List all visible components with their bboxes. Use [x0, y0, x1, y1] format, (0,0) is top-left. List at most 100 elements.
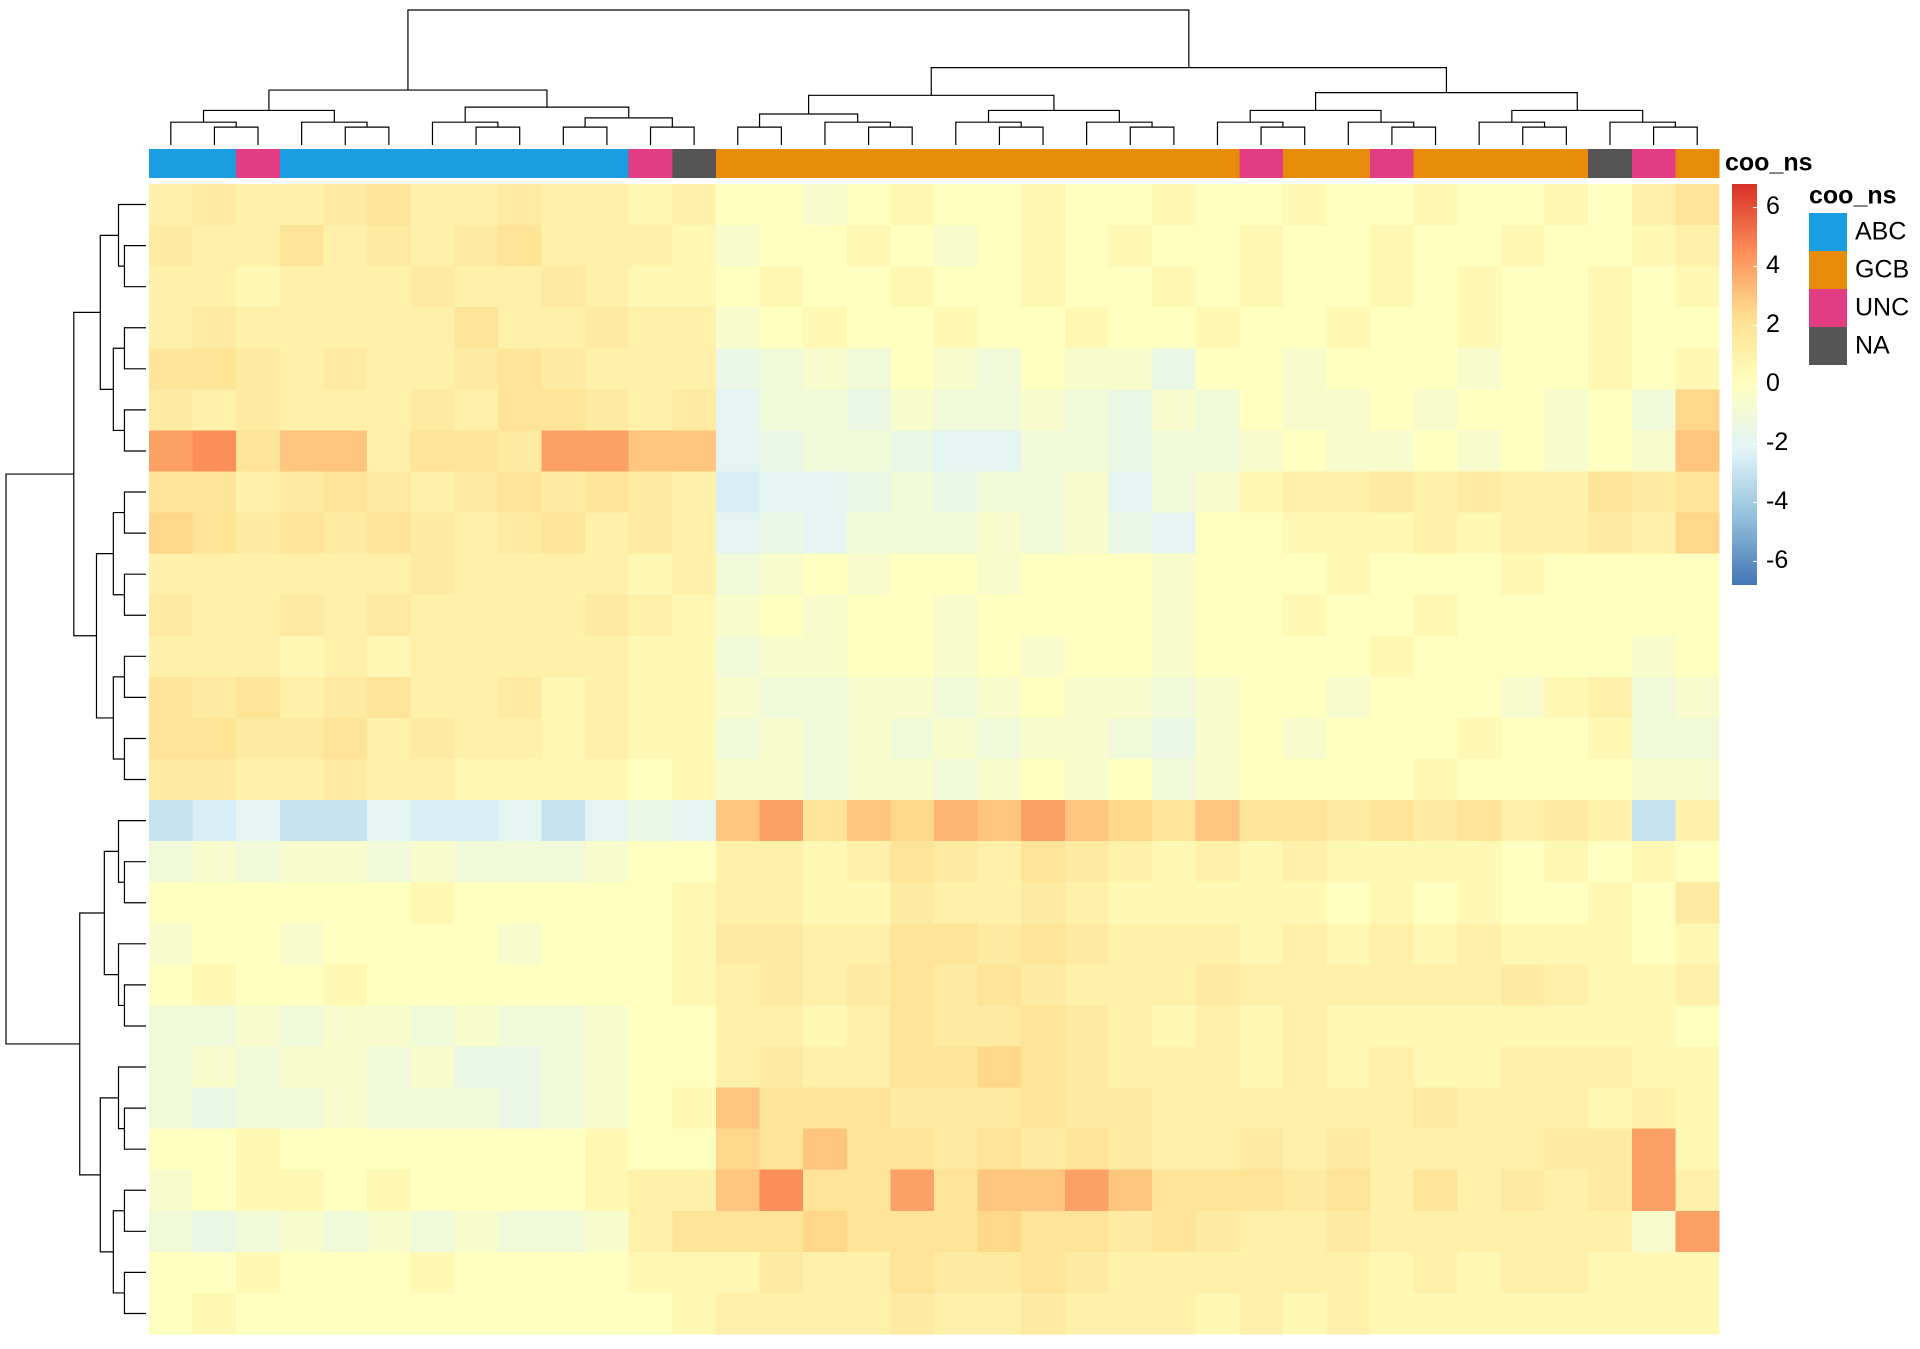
heatmap-cell [497, 430, 542, 472]
heatmap-cell [803, 1251, 848, 1294]
heatmap-cell [1675, 759, 1720, 801]
heatmap-cell [759, 1005, 804, 1047]
heatmap-cell [934, 717, 979, 760]
heatmap-cell [759, 717, 804, 760]
heatmap-cell [628, 1210, 673, 1253]
heatmap-cell [1675, 471, 1720, 514]
heatmap-cell [803, 553, 848, 596]
heatmap-cell [977, 635, 1022, 678]
heatmap-cell [236, 512, 281, 555]
heatmap-cell [410, 1005, 455, 1047]
heatmap-cell [1064, 471, 1109, 514]
heatmap-cell [410, 1169, 455, 1212]
heatmap-cell [759, 923, 804, 965]
heatmap-cell [1457, 1210, 1502, 1253]
heatmap-cell [628, 512, 673, 555]
heatmap-cell [1457, 841, 1502, 883]
legend-label: NA [1855, 332, 1890, 360]
heatmap-cell [1500, 594, 1546, 637]
heatmap-cell [1239, 225, 1284, 267]
heatmap-cell [803, 471, 848, 514]
heatmap-cell [934, 964, 979, 1006]
heatmap-cell [410, 1251, 455, 1294]
dendrogram-branch [123, 1107, 146, 1150]
heatmap-cell [323, 225, 368, 267]
heatmap-cell [1370, 1251, 1415, 1294]
heatmap-cell [1282, 800, 1327, 842]
heatmap-cell [410, 635, 455, 678]
heatmap-cell [1108, 1251, 1153, 1294]
heatmap-cell [236, 553, 281, 596]
heatmap-cell [323, 553, 368, 596]
heatmap-cell [890, 225, 935, 267]
heatmap-cell [846, 1046, 891, 1089]
heatmap-cell [541, 266, 586, 308]
heatmap-cell [1064, 676, 1109, 719]
heatmap-cell [192, 1128, 237, 1171]
heatmap-cell [323, 1210, 368, 1253]
heatmap-cell [846, 1251, 891, 1294]
heatmap-cell [323, 307, 368, 349]
heatmap-cell [672, 635, 717, 678]
heatmap-cell [1326, 307, 1371, 349]
heatmap-cell [890, 1128, 935, 1171]
heatmap-cell [1282, 676, 1327, 719]
heatmap-cell [1021, 800, 1066, 842]
heatmap-cell [454, 1046, 499, 1089]
heatmap-cell [1021, 882, 1066, 924]
heatmap-cell [1239, 841, 1284, 883]
heatmap-cell [454, 1169, 499, 1212]
heatmap-cell [1631, 676, 1676, 719]
heatmap-cell [1457, 594, 1502, 637]
heatmap-cell [628, 882, 673, 924]
heatmap-cell [236, 676, 281, 719]
heatmap-cell [236, 594, 281, 637]
dendrogram-branch [1522, 126, 1567, 145]
heatmap-cell [977, 1210, 1022, 1253]
heatmap-cell [1457, 1087, 1502, 1130]
heatmap-cell [367, 759, 412, 801]
heatmap-cell [367, 1128, 412, 1171]
heatmap-cell [541, 1005, 586, 1047]
heatmap-cell [1064, 717, 1109, 760]
heatmap-cell [934, 266, 979, 308]
heatmap-cell [192, 348, 237, 390]
heatmap-cell [497, 717, 542, 760]
heatmap-cell [367, 430, 412, 472]
heatmap-cell [410, 1128, 455, 1171]
annotation-cell [1195, 149, 1240, 178]
heatmap-cell [934, 348, 979, 390]
heatmap-cell [1544, 964, 1589, 1006]
heatmap-cell [1195, 430, 1240, 472]
heatmap-cell [192, 800, 237, 842]
heatmap-cell [1021, 964, 1066, 1006]
heatmap-cell [628, 389, 673, 431]
heatmap-cell [1195, 1292, 1240, 1335]
heatmap-cell [541, 553, 586, 596]
dendrogram-branch [112, 511, 125, 596]
legend-label: ABC [1855, 218, 1906, 246]
dendrogram-branch [584, 117, 673, 128]
heatmap-cell [236, 717, 281, 760]
heatmap-cell [410, 389, 455, 431]
heatmap-cell [585, 1210, 630, 1253]
heatmap-cell [803, 1005, 848, 1047]
heatmap-cell [1064, 1210, 1109, 1253]
heatmap-cell [759, 676, 804, 719]
heatmap-cell [890, 266, 935, 308]
heatmap-cell [1282, 1087, 1327, 1130]
heatmap-cell [149, 923, 194, 965]
annotation-cell [497, 149, 542, 178]
heatmap-cell [672, 184, 717, 226]
heatmap-cell [323, 1046, 368, 1089]
heatmap-cell [454, 225, 499, 267]
heatmap-cell [890, 1169, 935, 1212]
heatmap-cell [1108, 841, 1153, 883]
heatmap-cell [149, 759, 194, 801]
heatmap-cell [1239, 348, 1284, 390]
heatmap-cell [323, 923, 368, 965]
heatmap-cell [149, 1128, 194, 1171]
heatmap-cell [1021, 1292, 1066, 1335]
annotation-cell [192, 149, 237, 178]
color-bar-tick-label: -4 [1766, 487, 1788, 515]
